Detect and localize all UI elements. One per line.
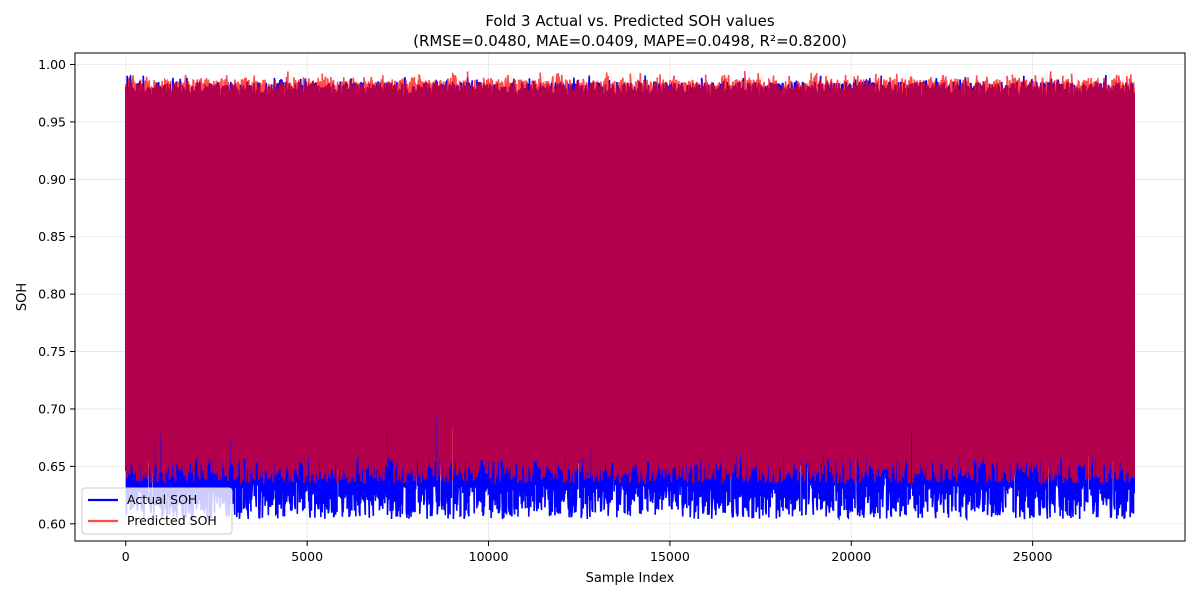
- legend: Actual SOH Predicted SOH: [81, 487, 233, 535]
- legend-label-actual: Actual SOH: [127, 492, 197, 507]
- y-tick-label: 0.60: [38, 516, 66, 531]
- y-tick-label: 0.85: [38, 229, 66, 244]
- chart-title: Fold 3 Actual vs. Predicted SOH values: [485, 12, 775, 30]
- y-tick-label: 0.75: [38, 344, 66, 359]
- x-tick-label: 10000: [469, 549, 509, 564]
- x-tick-label: 25000: [1013, 549, 1053, 564]
- series-layer: [124, 71, 1135, 522]
- y-axis-label: SOH: [15, 283, 30, 311]
- y-tick-label: 0.80: [38, 287, 66, 302]
- x-tick-label: 20000: [831, 549, 871, 564]
- x-tick-label: 15000: [650, 549, 690, 564]
- y-tick-label: 1.00: [38, 57, 66, 72]
- x-axis-label: Sample Index: [586, 571, 675, 586]
- y-tick-label: 0.90: [38, 172, 66, 187]
- x-tick-label: 0: [122, 549, 130, 564]
- legend-box: [81, 487, 233, 535]
- series-line-predicted-soh: [124, 71, 1135, 486]
- plot-frame: [74, 52, 1186, 542]
- y-tick-label: 0.70: [38, 401, 66, 416]
- y-tick-label: 0.95: [38, 114, 66, 129]
- x-tick-label: 5000: [291, 549, 323, 564]
- chart-subtitle: (RMSE=0.0480, MAE=0.0409, MAPE=0.0498, R…: [413, 32, 847, 50]
- legend-label-predicted: Predicted SOH: [127, 513, 217, 528]
- tick-layer: 0 5000 10000 15000 20000 25000 0.60 0.65 0.70 0.7…: [38, 57, 1052, 564]
- y-tick-label: 0.65: [38, 459, 66, 474]
